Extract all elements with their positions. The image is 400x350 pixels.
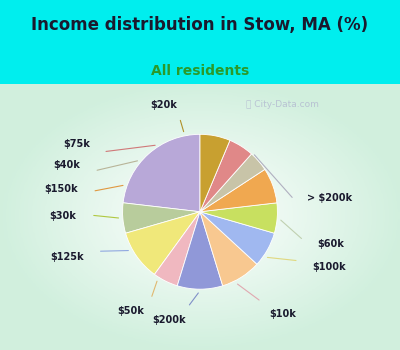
Text: Ⓐ City-Data.com: Ⓐ City-Data.com [246, 100, 319, 109]
Wedge shape [123, 134, 200, 212]
Text: $30k: $30k [49, 211, 76, 220]
Wedge shape [200, 154, 265, 212]
Text: Income distribution in Stow, MA (%): Income distribution in Stow, MA (%) [32, 16, 368, 35]
Wedge shape [177, 212, 223, 289]
Text: $40k: $40k [53, 160, 80, 170]
Text: $100k: $100k [312, 262, 346, 273]
Text: $10k: $10k [270, 309, 296, 319]
Text: $20k: $20k [150, 100, 177, 110]
Wedge shape [122, 203, 200, 233]
Text: $125k: $125k [50, 252, 84, 262]
Text: $60k: $60k [318, 239, 344, 249]
Wedge shape [154, 212, 200, 286]
Text: $50k: $50k [117, 306, 144, 316]
Wedge shape [126, 212, 200, 274]
Wedge shape [200, 140, 252, 212]
Text: > $200k: > $200k [307, 193, 352, 203]
Text: $75k: $75k [63, 139, 90, 149]
Text: $200k: $200k [152, 315, 186, 325]
Wedge shape [200, 212, 274, 264]
Text: $150k: $150k [44, 183, 78, 194]
Text: All residents: All residents [151, 64, 249, 78]
Wedge shape [200, 203, 278, 233]
Wedge shape [200, 134, 230, 212]
Wedge shape [200, 169, 277, 212]
Wedge shape [200, 212, 257, 286]
